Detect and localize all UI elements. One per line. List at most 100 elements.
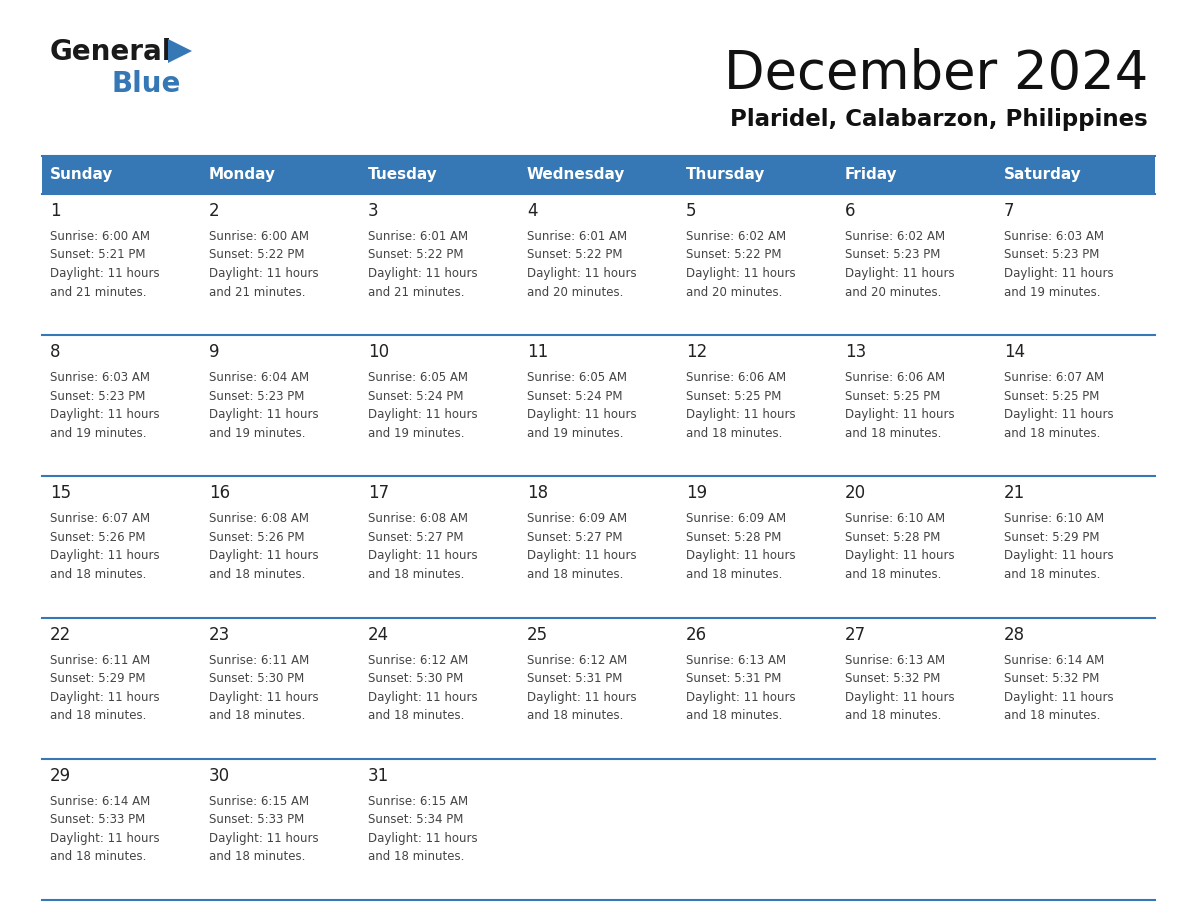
Bar xyxy=(201,759,360,900)
Bar xyxy=(42,335,201,476)
Text: 9: 9 xyxy=(209,343,220,361)
Text: and 18 minutes.: and 18 minutes. xyxy=(368,568,465,581)
Text: 11: 11 xyxy=(527,343,548,361)
Text: Daylight: 11 hours: Daylight: 11 hours xyxy=(368,690,478,703)
Text: Daylight: 11 hours: Daylight: 11 hours xyxy=(527,267,637,280)
Text: 2: 2 xyxy=(209,202,220,220)
Text: Sunset: 5:23 PM: Sunset: 5:23 PM xyxy=(1004,249,1099,262)
Text: Sunrise: 6:11 AM: Sunrise: 6:11 AM xyxy=(209,654,309,666)
Text: Sunset: 5:28 PM: Sunset: 5:28 PM xyxy=(685,531,782,543)
Text: Daylight: 11 hours: Daylight: 11 hours xyxy=(50,832,159,845)
Text: Sunrise: 6:07 AM: Sunrise: 6:07 AM xyxy=(1004,371,1104,385)
Text: 12: 12 xyxy=(685,343,707,361)
Text: Sunset: 5:31 PM: Sunset: 5:31 PM xyxy=(685,672,782,685)
Text: Daylight: 11 hours: Daylight: 11 hours xyxy=(50,549,159,563)
Text: and 18 minutes.: and 18 minutes. xyxy=(685,427,783,440)
Text: Plaridel, Calabarzon, Philippines: Plaridel, Calabarzon, Philippines xyxy=(731,108,1148,131)
Text: and 18 minutes.: and 18 minutes. xyxy=(685,709,783,722)
Text: Sunset: 5:27 PM: Sunset: 5:27 PM xyxy=(527,531,623,543)
Bar xyxy=(360,476,519,618)
Text: and 18 minutes.: and 18 minutes. xyxy=(368,709,465,722)
Bar xyxy=(996,476,1155,618)
Bar xyxy=(201,335,360,476)
Text: and 18 minutes.: and 18 minutes. xyxy=(50,568,146,581)
Text: Sunrise: 6:10 AM: Sunrise: 6:10 AM xyxy=(845,512,946,525)
Text: Daylight: 11 hours: Daylight: 11 hours xyxy=(685,690,796,703)
Text: Thursday: Thursday xyxy=(685,167,765,183)
Text: Sunrise: 6:03 AM: Sunrise: 6:03 AM xyxy=(50,371,150,385)
Text: and 18 minutes.: and 18 minutes. xyxy=(50,709,146,722)
Text: Sunset: 5:22 PM: Sunset: 5:22 PM xyxy=(209,249,304,262)
Text: Sunset: 5:25 PM: Sunset: 5:25 PM xyxy=(685,390,782,403)
Text: Sunrise: 6:03 AM: Sunrise: 6:03 AM xyxy=(1004,230,1104,243)
Text: Daylight: 11 hours: Daylight: 11 hours xyxy=(685,267,796,280)
Bar xyxy=(360,618,519,759)
Text: Friday: Friday xyxy=(845,167,898,183)
Bar xyxy=(838,759,996,900)
Text: 8: 8 xyxy=(50,343,61,361)
Bar xyxy=(201,156,360,194)
Text: and 19 minutes.: and 19 minutes. xyxy=(1004,285,1100,298)
Text: 1: 1 xyxy=(50,202,61,220)
Bar xyxy=(838,194,996,335)
Text: and 18 minutes.: and 18 minutes. xyxy=(685,568,783,581)
Text: Daylight: 11 hours: Daylight: 11 hours xyxy=(527,409,637,421)
Text: Sunrise: 6:12 AM: Sunrise: 6:12 AM xyxy=(368,654,468,666)
Text: Daylight: 11 hours: Daylight: 11 hours xyxy=(845,690,955,703)
Bar xyxy=(996,156,1155,194)
Text: Sunrise: 6:14 AM: Sunrise: 6:14 AM xyxy=(50,795,150,808)
Bar xyxy=(838,476,996,618)
Text: Sunrise: 6:08 AM: Sunrise: 6:08 AM xyxy=(368,512,468,525)
Text: Daylight: 11 hours: Daylight: 11 hours xyxy=(368,832,478,845)
Text: Daylight: 11 hours: Daylight: 11 hours xyxy=(1004,549,1113,563)
Bar xyxy=(519,476,678,618)
Text: Sunset: 5:32 PM: Sunset: 5:32 PM xyxy=(1004,672,1099,685)
Text: 21: 21 xyxy=(1004,485,1025,502)
Text: Sunset: 5:32 PM: Sunset: 5:32 PM xyxy=(845,672,941,685)
Text: 10: 10 xyxy=(368,343,390,361)
Text: Sunset: 5:23 PM: Sunset: 5:23 PM xyxy=(209,390,304,403)
Bar xyxy=(42,156,201,194)
Bar xyxy=(996,759,1155,900)
Bar xyxy=(678,476,838,618)
Text: Daylight: 11 hours: Daylight: 11 hours xyxy=(1004,267,1113,280)
Text: and 18 minutes.: and 18 minutes. xyxy=(1004,568,1100,581)
Text: Sunrise: 6:02 AM: Sunrise: 6:02 AM xyxy=(845,230,946,243)
Bar xyxy=(996,335,1155,476)
Text: Daylight: 11 hours: Daylight: 11 hours xyxy=(368,409,478,421)
Text: Sunrise: 6:02 AM: Sunrise: 6:02 AM xyxy=(685,230,786,243)
Polygon shape xyxy=(168,39,192,63)
Text: Sunset: 5:22 PM: Sunset: 5:22 PM xyxy=(368,249,463,262)
Bar xyxy=(42,476,201,618)
Text: 26: 26 xyxy=(685,625,707,644)
Text: 19: 19 xyxy=(685,485,707,502)
Bar xyxy=(519,618,678,759)
Text: Sunset: 5:24 PM: Sunset: 5:24 PM xyxy=(527,390,623,403)
Text: Daylight: 11 hours: Daylight: 11 hours xyxy=(1004,690,1113,703)
Text: Sunrise: 6:01 AM: Sunrise: 6:01 AM xyxy=(368,230,468,243)
Text: and 18 minutes.: and 18 minutes. xyxy=(845,709,941,722)
Text: Saturday: Saturday xyxy=(1004,167,1082,183)
Text: Sunrise: 6:12 AM: Sunrise: 6:12 AM xyxy=(527,654,627,666)
Text: Sunrise: 6:14 AM: Sunrise: 6:14 AM xyxy=(1004,654,1105,666)
Text: Sunset: 5:26 PM: Sunset: 5:26 PM xyxy=(50,531,145,543)
Text: 23: 23 xyxy=(209,625,230,644)
Bar xyxy=(678,759,838,900)
Text: Daylight: 11 hours: Daylight: 11 hours xyxy=(50,690,159,703)
Text: Sunset: 5:29 PM: Sunset: 5:29 PM xyxy=(1004,531,1100,543)
Text: 22: 22 xyxy=(50,625,71,644)
Text: 16: 16 xyxy=(209,485,230,502)
Text: 18: 18 xyxy=(527,485,548,502)
Bar xyxy=(42,759,201,900)
Text: and 18 minutes.: and 18 minutes. xyxy=(527,568,624,581)
Bar xyxy=(519,156,678,194)
Text: 31: 31 xyxy=(368,767,390,785)
Bar xyxy=(838,618,996,759)
Text: Sunrise: 6:15 AM: Sunrise: 6:15 AM xyxy=(368,795,468,808)
Text: Daylight: 11 hours: Daylight: 11 hours xyxy=(50,409,159,421)
Text: and 18 minutes.: and 18 minutes. xyxy=(209,850,305,863)
Text: Daylight: 11 hours: Daylight: 11 hours xyxy=(209,549,318,563)
Text: Sunrise: 6:01 AM: Sunrise: 6:01 AM xyxy=(527,230,627,243)
Text: 4: 4 xyxy=(527,202,537,220)
Text: Daylight: 11 hours: Daylight: 11 hours xyxy=(209,832,318,845)
